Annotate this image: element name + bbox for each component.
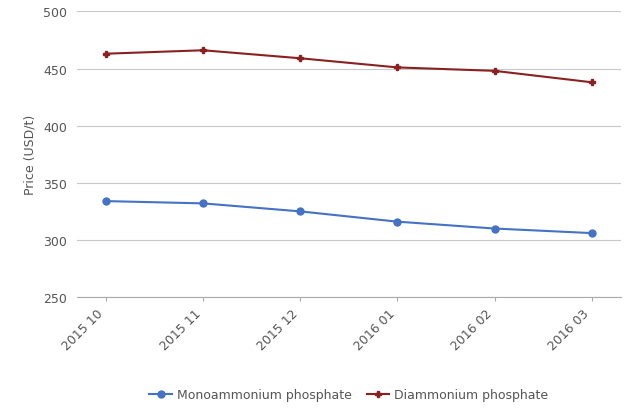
Diammonium phosphate — [394, 66, 401, 71]
Diammonium phosphate — [588, 81, 595, 85]
Legend: Monoammonium phosphate, Diammonium phosphate: Monoammonium phosphate, Diammonium phosp… — [144, 383, 554, 406]
Monoammonium phosphate — [296, 209, 304, 214]
Diammonium phosphate — [491, 69, 499, 74]
Monoammonium phosphate — [199, 202, 207, 206]
Monoammonium phosphate — [491, 226, 499, 231]
Line: Monoammonium phosphate: Monoammonium phosphate — [102, 198, 595, 237]
Monoammonium phosphate — [394, 220, 401, 225]
Diammonium phosphate — [199, 49, 207, 54]
Monoammonium phosphate — [102, 199, 110, 204]
Diammonium phosphate — [296, 57, 304, 62]
Monoammonium phosphate — [588, 231, 595, 236]
Diammonium phosphate — [102, 52, 110, 57]
Y-axis label: Price (USD/t): Price (USD/t) — [23, 115, 36, 195]
Line: Diammonium phosphate: Diammonium phosphate — [102, 47, 595, 87]
